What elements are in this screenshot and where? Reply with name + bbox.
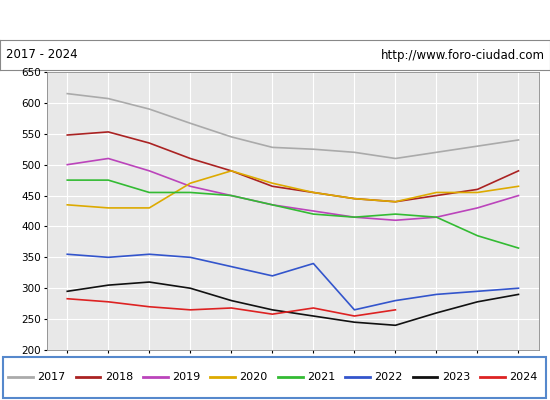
Text: 2023: 2023: [442, 372, 470, 382]
Text: 2017: 2017: [37, 372, 65, 382]
Text: 2017 - 2024: 2017 - 2024: [6, 48, 77, 62]
Text: 2018: 2018: [104, 372, 133, 382]
Text: 2019: 2019: [172, 372, 200, 382]
Text: 2021: 2021: [307, 372, 335, 382]
Text: Evolucion del paro registrado en Cacabelos: Evolucion del paro registrado en Cacabel…: [116, 12, 434, 28]
Text: 2020: 2020: [240, 372, 268, 382]
Text: 2022: 2022: [375, 372, 403, 382]
Text: 2024: 2024: [509, 372, 537, 382]
Text: http://www.foro-ciudad.com: http://www.foro-ciudad.com: [381, 48, 544, 62]
FancyBboxPatch shape: [3, 357, 546, 398]
